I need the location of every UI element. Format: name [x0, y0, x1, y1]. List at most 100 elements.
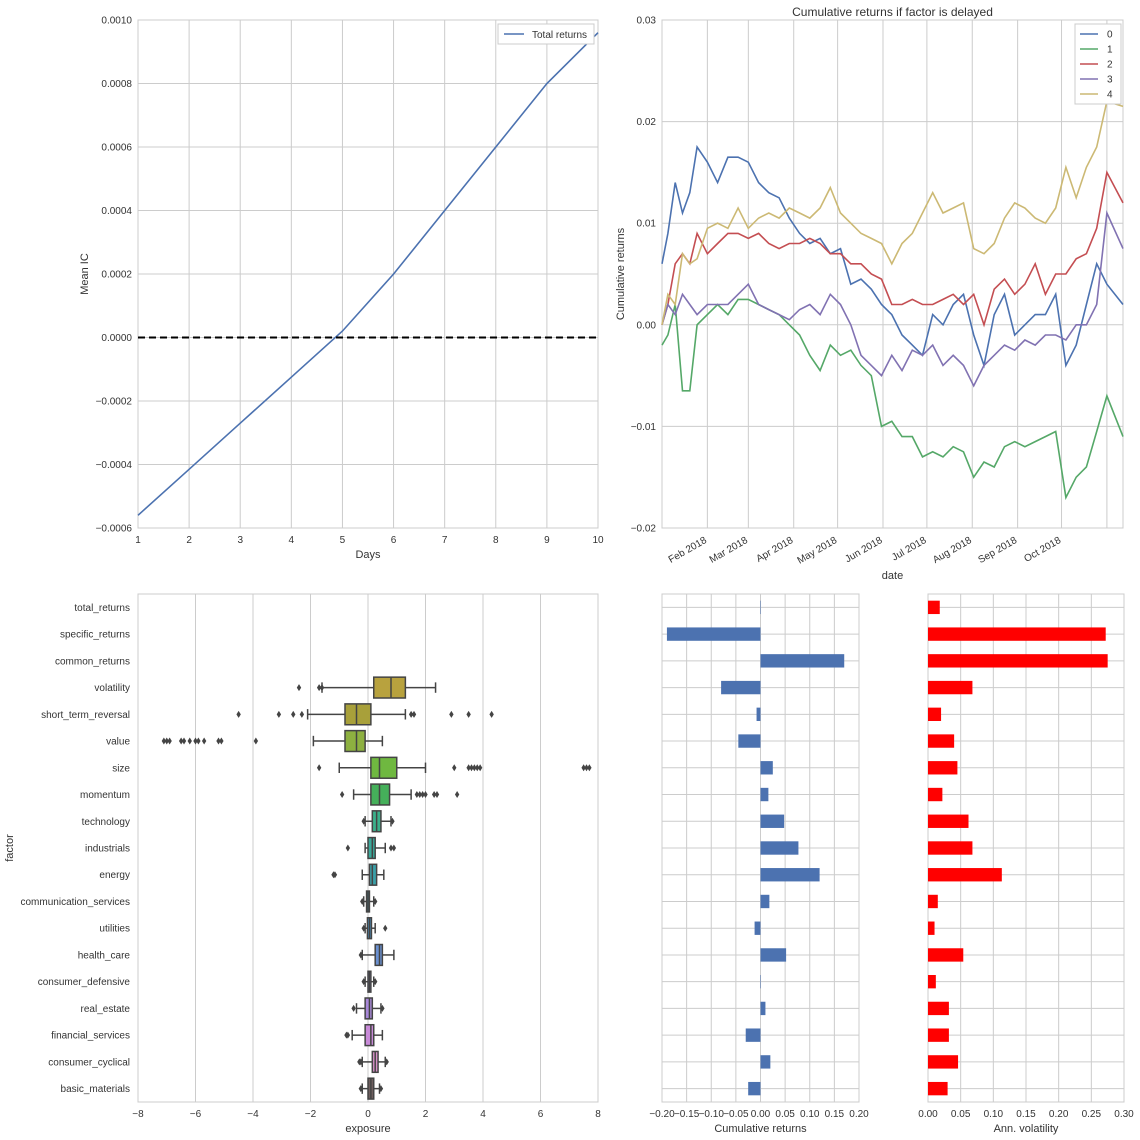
cumulative-return-bar [667, 627, 761, 640]
x-tick-label: −0.05 [723, 1109, 749, 1120]
x-tick-label: 10 [592, 535, 604, 546]
cumulative-return-bar [761, 654, 845, 667]
box-consumer_defensive [361, 971, 377, 992]
x-tick-label: −2 [305, 1109, 317, 1120]
outlier-point [196, 738, 200, 745]
cumulative-return-bar [748, 1082, 760, 1095]
x-tick-label: 7 [442, 535, 448, 546]
outlier-point [455, 791, 459, 798]
chart-title: Cumulative returns if factor is delayed [792, 5, 993, 19]
x-tick-label: −0.15 [674, 1109, 700, 1120]
cumulative-return-bar [755, 922, 761, 935]
x-tick-label: −0.10 [699, 1109, 725, 1120]
x-tick-label: Oct 2018 [1022, 535, 1063, 565]
outlier-point [412, 711, 416, 718]
box-consumer_cyclical [357, 1051, 389, 1072]
y-tick-label: 0.01 [637, 219, 657, 230]
y-tick-label: financial_services [51, 1031, 130, 1042]
box-technology [361, 811, 394, 832]
x-tick-label: Mar 2018 [708, 535, 750, 566]
y-tick-label: real_estate [81, 1004, 131, 1015]
cumulative-return-bar [761, 1002, 766, 1015]
y-tick-label: size [112, 763, 130, 774]
x-tick-label: Jun 2018 [843, 535, 885, 565]
cumulative-return-bar [761, 815, 785, 828]
volatility-bar [928, 815, 969, 828]
y-tick-label: technology [82, 817, 130, 828]
outlier-point [300, 711, 304, 718]
outlier-point [297, 684, 301, 691]
y-tick-label: −0.01 [631, 422, 657, 433]
x-tick-label: 4 [289, 535, 295, 546]
outlier-point [452, 764, 456, 771]
x-tick-label: 0.05 [951, 1109, 971, 1120]
y-tick-label: industrials [85, 844, 130, 855]
x-tick-label: 1 [135, 535, 141, 546]
y-tick-label: consumer_cyclical [48, 1057, 130, 1068]
box-utilities [361, 918, 387, 939]
y-axis-label: Mean IC [79, 253, 91, 295]
x-tick-label: Apr 2018 [755, 535, 796, 565]
x-tick-label: −0.20 [649, 1109, 675, 1120]
cumulative-return-bar [721, 681, 760, 694]
y-tick-label: value [106, 737, 130, 748]
volatility-bar [928, 975, 936, 988]
legend-label: 0 [1107, 30, 1113, 41]
volatility-bar [928, 654, 1108, 667]
legend-label: 4 [1107, 90, 1113, 101]
iqr-box [365, 1025, 374, 1046]
x-tick-label: 0.05 [775, 1109, 795, 1120]
x-tick-label: −4 [247, 1109, 259, 1120]
volatility-bar [928, 1002, 949, 1015]
y-tick-label: 0.02 [637, 117, 657, 128]
y-tick-label: −0.0004 [96, 460, 133, 471]
x-tick-label: 3 [237, 535, 243, 546]
outlier-point [182, 738, 186, 745]
y-axis-label: factor [4, 834, 16, 862]
x-tick-label: 0.00 [751, 1109, 771, 1120]
volatility-bar [928, 948, 963, 961]
box-real_estate [351, 998, 384, 1019]
x-tick-label: −6 [190, 1109, 202, 1120]
outlier-point [435, 791, 439, 798]
iqr-box [345, 731, 365, 752]
iqr-box [371, 757, 397, 778]
legend-label: 1 [1107, 45, 1113, 56]
cumulative-return-bar [761, 841, 799, 854]
x-axis-label: Ann. volatility [994, 1123, 1059, 1135]
y-tick-label: −0.0002 [96, 397, 133, 408]
volatility-bar [928, 788, 942, 801]
outlier-point [449, 711, 453, 718]
outlier-point [277, 711, 281, 718]
y-tick-label: 0.0004 [101, 206, 132, 217]
y-tick-label: 0.0000 [101, 333, 132, 344]
legend-label: Total returns [532, 30, 587, 41]
cumulative-return-bar [761, 868, 820, 881]
y-tick-label: −0.02 [631, 524, 657, 535]
iqr-box [374, 677, 406, 698]
volatility-bar [928, 1082, 948, 1095]
x-tick-label: 6 [391, 535, 397, 546]
y-tick-label: 0.0008 [101, 79, 132, 90]
x-tick-label: 0.20 [1049, 1109, 1069, 1120]
box-financial_services [344, 1025, 382, 1046]
cumulative-return-bar [761, 601, 762, 614]
box-short_term_reversal [236, 704, 493, 725]
x-tick-label: 2 [423, 1109, 429, 1120]
y-tick-label: health_care [78, 950, 131, 961]
y-tick-label: consumer_defensive [38, 977, 131, 988]
y-tick-label: common_returns [55, 656, 130, 667]
volatility-bar [928, 627, 1106, 640]
x-tick-label: Sep 2018 [977, 535, 1020, 566]
box-momentum [340, 784, 459, 805]
cumulative-return-bar [757, 708, 761, 721]
x-axis-label: exposure [345, 1123, 390, 1135]
x-tick-label: 0.20 [849, 1109, 869, 1120]
x-tick-label: −8 [132, 1109, 144, 1120]
y-tick-label: utilities [99, 924, 130, 935]
box-communication_services [360, 891, 377, 912]
y-tick-label: short_term_reversal [41, 710, 130, 721]
x-tick-label: 0.10 [800, 1109, 820, 1120]
